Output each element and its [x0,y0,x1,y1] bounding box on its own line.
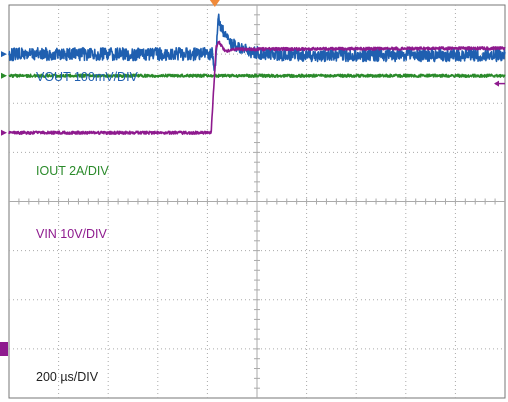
trigger-position-marker [209,0,220,7]
vin-channel-label: VIN 10V/DIV [36,227,108,241]
iout-ground-marker [1,72,7,79]
vout-channel-label: VOUT 100mV/DIV [36,70,139,84]
traces [8,13,506,135]
vout-trace [8,13,506,73]
channel-offset-box [0,342,8,356]
vout-ground-marker [1,51,7,58]
vin-trace [8,40,506,135]
markers [0,0,505,356]
iout-trace [8,73,506,79]
vin-ground-marker [1,129,7,136]
grid [8,4,506,399]
iout-channel-label: IOUT 2A/DIV [36,164,109,178]
trigger-level-arrow [494,80,499,87]
time-scale-label: 200 µs/DIV [36,370,99,384]
